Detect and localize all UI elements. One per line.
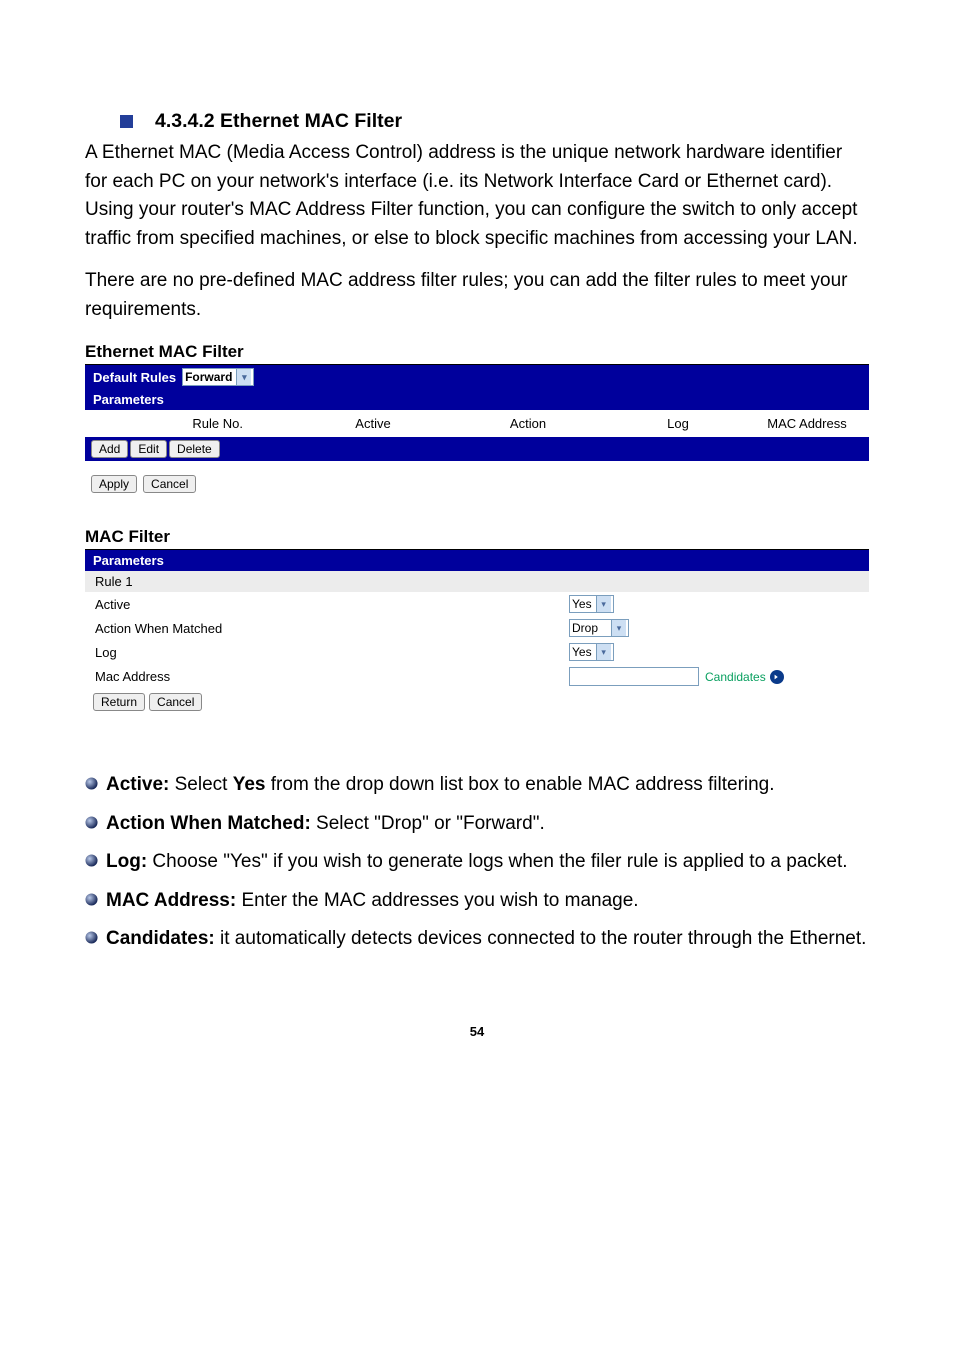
active-row: Active Yes ▾ [85,592,869,616]
add-button[interactable]: Add [91,440,128,458]
chevron-down-icon: ▾ [596,644,611,660]
def-mac: MAC Address: Enter the MAC addresses you… [85,887,869,916]
def-log: Log: Choose "Yes" if you wish to generat… [85,848,869,877]
action-row: Action When Matched Drop ▾ [85,616,869,640]
active-select[interactable]: Yes ▾ [569,595,614,613]
log-row: Log Yes ▾ [85,640,869,664]
mac-address-input[interactable] [569,667,699,686]
rule-row: Rule 1 [85,571,869,592]
bullet-icon [85,777,98,790]
def-action: Action When Matched: Select "Drop" or "F… [85,810,869,839]
candidates-link[interactable]: Candidates [705,670,784,684]
bullet-icon [85,816,98,829]
def-candidates: Candidates: it automatically detects dev… [85,925,869,954]
ethernet-mac-filter-panel: Ethernet MAC Filter Default Rules Forwar… [85,342,869,497]
chevron-down-icon: ▾ [236,369,251,385]
apply-cancel-row: Apply Cancel [85,461,869,497]
cancel-button-2[interactable]: Cancel [149,693,202,711]
default-rules-value: Forward [185,370,232,384]
default-rules-label: Default Rules [93,370,176,385]
return-cancel-row: Return Cancel [85,689,869,715]
log-value: Yes [572,645,592,659]
parameters-header-2: Parameters [85,550,869,571]
bullet-icon [85,931,98,944]
mac-address-label: Mac Address [95,669,569,684]
rule-buttons-row: Add Edit Delete [85,437,869,461]
def-mac-text: MAC Address: Enter the MAC addresses you… [106,887,639,916]
paragraph-1: A Ethernet MAC (Media Access Control) ad… [85,139,869,253]
def-active-text: Active: Select Yes from the drop down li… [106,771,775,800]
mac-address-row: Mac Address Candidates [85,664,869,689]
chevron-down-icon: ▾ [596,596,611,612]
col-log: Log [603,416,753,431]
parameters-label: Parameters [93,392,164,407]
page-number: 54 [85,1024,869,1039]
return-button[interactable]: Return [93,693,145,711]
active-label: Active [95,597,569,612]
active-value: Yes [572,597,592,611]
definitions-list: Active: Select Yes from the drop down li… [85,771,869,954]
candidates-label: Candidates [705,670,766,684]
bullet-icon [85,854,98,867]
default-rules-select[interactable]: Forward ▾ [182,368,254,386]
apply-button[interactable]: Apply [91,475,137,493]
parameters-label-2: Parameters [93,553,164,568]
default-rules-row: Default Rules Forward ▾ [85,365,869,389]
col-rule-no: Rule No. [93,416,293,431]
parameters-header: Parameters [85,389,869,410]
def-candidates-text: Candidates: it automatically detects dev… [106,925,866,954]
panel2-title: MAC Filter [85,527,869,547]
def-log-text: Log: Choose "Yes" if you wish to generat… [106,848,848,877]
action-label: Action When Matched [95,621,569,636]
action-select[interactable]: Drop ▾ [569,619,629,637]
log-label: Log [95,645,569,660]
section-heading: 4.3.4.2 Ethernet MAC Filter [155,110,402,133]
col-mac: MAC Address [753,416,861,431]
chevron-down-icon: ▾ [611,620,626,636]
rule-label: Rule 1 [95,574,569,589]
log-select[interactable]: Yes ▾ [569,643,614,661]
edit-button[interactable]: Edit [130,440,167,458]
cancel-button[interactable]: Cancel [143,475,196,493]
def-active: Active: Select Yes from the drop down li… [85,771,869,800]
column-headers: Rule No. Active Action Log MAC Address [85,410,869,437]
panel1-title: Ethernet MAC Filter [85,342,869,362]
bullet-icon [85,893,98,906]
section-bullet-icon [120,115,133,128]
action-value: Drop [572,621,598,635]
paragraph-2: There are no pre-defined MAC address fil… [85,267,869,324]
def-action-text: Action When Matched: Select "Drop" or "F… [106,810,545,839]
col-active: Active [293,416,453,431]
delete-button[interactable]: Delete [169,440,220,458]
mac-filter-panel: MAC Filter Parameters Rule 1 Active Yes … [85,527,869,715]
candidates-icon [770,670,784,684]
col-action: Action [453,416,603,431]
